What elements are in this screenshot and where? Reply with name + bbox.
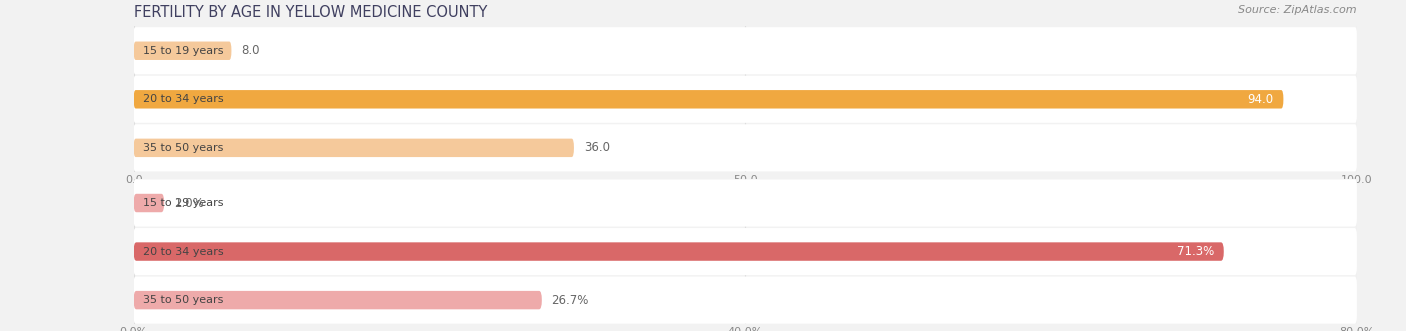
Text: 35 to 50 years: 35 to 50 years: [143, 143, 224, 153]
FancyBboxPatch shape: [134, 124, 1357, 171]
Text: 35 to 50 years: 35 to 50 years: [143, 295, 224, 305]
Text: 94.0: 94.0: [1247, 93, 1274, 106]
Text: 71.3%: 71.3%: [1177, 245, 1213, 258]
Text: 2.0%: 2.0%: [174, 197, 204, 210]
Text: 36.0: 36.0: [583, 141, 610, 154]
FancyBboxPatch shape: [134, 228, 1357, 275]
Text: 15 to 19 years: 15 to 19 years: [143, 198, 224, 208]
FancyBboxPatch shape: [134, 76, 1357, 123]
FancyBboxPatch shape: [134, 194, 165, 212]
FancyBboxPatch shape: [134, 277, 1357, 324]
Text: 8.0: 8.0: [242, 44, 260, 57]
Text: Source: ZipAtlas.com: Source: ZipAtlas.com: [1239, 5, 1357, 15]
Text: 26.7%: 26.7%: [551, 294, 589, 307]
FancyBboxPatch shape: [134, 41, 232, 60]
FancyBboxPatch shape: [134, 139, 574, 157]
FancyBboxPatch shape: [134, 90, 1284, 109]
Text: 15 to 19 years: 15 to 19 years: [143, 46, 224, 56]
Text: 20 to 34 years: 20 to 34 years: [143, 247, 224, 257]
FancyBboxPatch shape: [134, 179, 1357, 226]
Text: FERTILITY BY AGE IN YELLOW MEDICINE COUNTY: FERTILITY BY AGE IN YELLOW MEDICINE COUN…: [134, 5, 486, 20]
FancyBboxPatch shape: [134, 291, 541, 309]
FancyBboxPatch shape: [134, 27, 1357, 74]
Text: 20 to 34 years: 20 to 34 years: [143, 94, 224, 104]
FancyBboxPatch shape: [134, 242, 1223, 261]
